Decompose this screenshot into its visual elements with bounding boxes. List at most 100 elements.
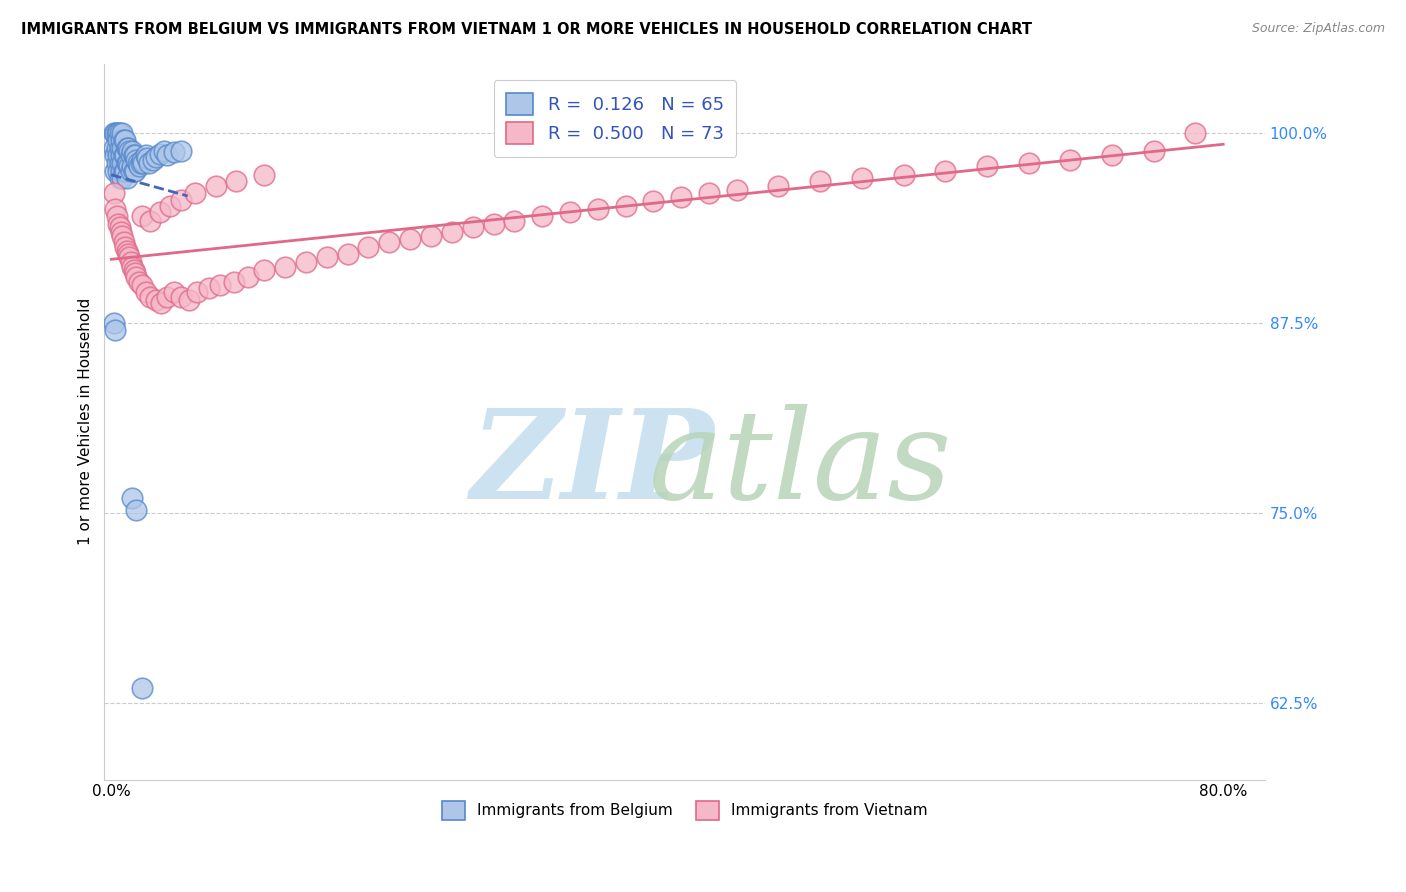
Point	[112, 235, 135, 250]
Point	[111, 229, 134, 244]
Point	[274, 260, 297, 274]
Legend: Immigrants from Belgium, Immigrants from Vietnam: Immigrants from Belgium, Immigrants from…	[436, 795, 934, 826]
Point	[142, 153, 165, 167]
Point	[104, 126, 127, 140]
Point	[132, 156, 155, 170]
Point	[156, 290, 179, 304]
Point	[420, 229, 443, 244]
Point	[104, 163, 127, 178]
Point	[531, 209, 554, 223]
Point	[103, 141, 125, 155]
Point	[170, 290, 193, 304]
Point	[295, 255, 318, 269]
Point	[127, 156, 149, 170]
Point	[120, 148, 142, 162]
Point	[122, 262, 145, 277]
Point	[117, 247, 139, 261]
Point	[1018, 156, 1040, 170]
Point	[114, 133, 136, 147]
Point	[124, 148, 146, 162]
Point	[149, 147, 172, 161]
Point	[121, 144, 143, 158]
Point	[120, 255, 142, 269]
Point	[124, 266, 146, 280]
Point	[153, 144, 176, 158]
Point	[122, 148, 145, 162]
Point	[315, 251, 337, 265]
Point	[183, 186, 205, 201]
Point	[115, 141, 138, 155]
Point	[1143, 144, 1166, 158]
Point	[503, 214, 526, 228]
Point	[186, 285, 208, 300]
Point	[768, 178, 790, 193]
Point	[111, 171, 134, 186]
Point	[107, 126, 129, 140]
Point	[159, 199, 181, 213]
Point	[111, 156, 134, 170]
Point	[145, 150, 167, 164]
Point	[117, 156, 139, 170]
Point	[111, 141, 134, 155]
Point	[357, 240, 380, 254]
Text: ZIP: ZIP	[470, 404, 714, 525]
Point	[170, 193, 193, 207]
Point	[124, 163, 146, 178]
Point	[108, 141, 131, 155]
Point	[135, 148, 157, 162]
Point	[104, 202, 127, 216]
Point	[121, 159, 143, 173]
Point	[128, 159, 150, 173]
Point	[117, 141, 139, 155]
Point	[139, 290, 162, 304]
Point	[105, 141, 128, 155]
Point	[586, 202, 609, 216]
Point	[461, 219, 484, 234]
Point	[204, 178, 226, 193]
Point	[108, 156, 131, 170]
Point	[103, 186, 125, 201]
Point	[135, 285, 157, 300]
Point	[115, 171, 138, 186]
Point	[150, 296, 173, 310]
Point	[129, 156, 152, 170]
Point	[125, 270, 148, 285]
Point	[208, 277, 231, 292]
Point	[163, 145, 186, 160]
Point	[149, 204, 172, 219]
Point	[131, 209, 153, 223]
Point	[128, 275, 150, 289]
Point	[107, 163, 129, 178]
Point	[253, 262, 276, 277]
Point	[111, 126, 134, 140]
Point	[118, 159, 141, 173]
Point	[105, 126, 128, 140]
Point	[118, 144, 141, 158]
Text: Source: ZipAtlas.com: Source: ZipAtlas.com	[1251, 22, 1385, 36]
Text: IMMIGRANTS FROM BELGIUM VS IMMIGRANTS FROM VIETNAM 1 OR MORE VEHICLES IN HOUSEHO: IMMIGRANTS FROM BELGIUM VS IMMIGRANTS FR…	[21, 22, 1032, 37]
Point	[114, 163, 136, 178]
Point	[378, 235, 401, 250]
Point	[197, 281, 219, 295]
Point	[725, 183, 748, 197]
Point	[115, 244, 138, 259]
Point	[139, 214, 162, 228]
Point	[893, 168, 915, 182]
Point	[108, 126, 131, 140]
Point	[482, 217, 505, 231]
Point	[131, 277, 153, 292]
Point	[107, 217, 129, 231]
Point	[138, 156, 160, 170]
Point	[108, 219, 131, 234]
Point	[110, 163, 132, 178]
Point	[614, 199, 637, 213]
Point	[131, 681, 153, 696]
Point	[236, 270, 259, 285]
Point	[104, 324, 127, 338]
Point	[136, 152, 159, 166]
Point	[122, 163, 145, 178]
Point	[105, 209, 128, 223]
Point	[669, 189, 692, 203]
Point	[125, 153, 148, 167]
Point	[108, 171, 131, 186]
